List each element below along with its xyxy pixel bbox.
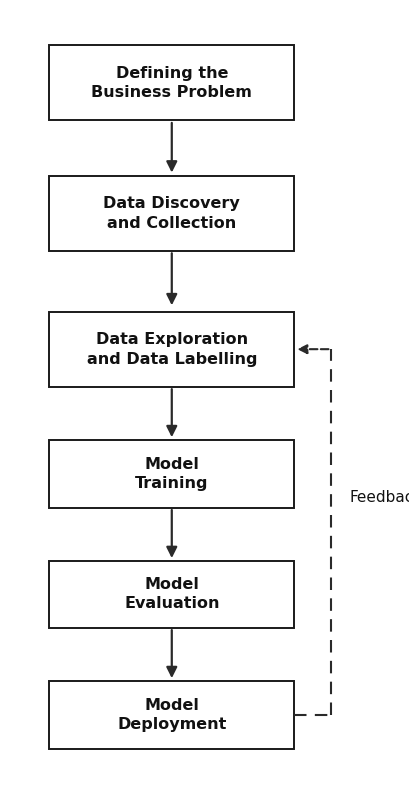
FancyBboxPatch shape xyxy=(49,175,294,251)
Text: Feedback: Feedback xyxy=(350,491,409,505)
Text: Data Discovery
and Collection: Data Discovery and Collection xyxy=(103,196,240,231)
FancyBboxPatch shape xyxy=(49,45,294,120)
Text: Model
Training: Model Training xyxy=(135,457,209,491)
FancyBboxPatch shape xyxy=(49,311,294,386)
Text: Model
Evaluation: Model Evaluation xyxy=(124,577,220,611)
FancyBboxPatch shape xyxy=(49,440,294,507)
Text: Defining the
Business Problem: Defining the Business Problem xyxy=(91,66,252,100)
FancyBboxPatch shape xyxy=(49,561,294,627)
Text: Model
Deployment: Model Deployment xyxy=(117,698,227,732)
Text: Data Exploration
and Data Labelling: Data Exploration and Data Labelling xyxy=(87,332,257,367)
FancyBboxPatch shape xyxy=(49,681,294,749)
